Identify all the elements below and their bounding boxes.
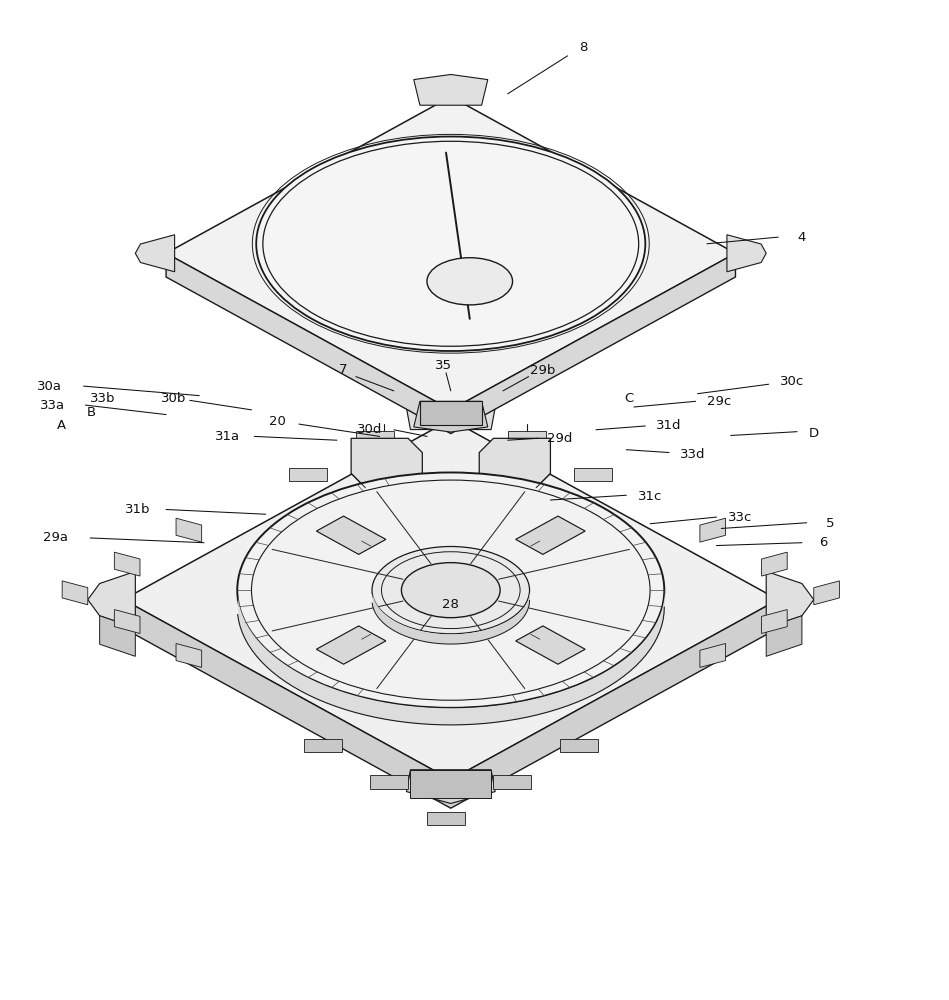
Text: 6: 6: [820, 536, 828, 549]
Polygon shape: [414, 401, 488, 432]
Polygon shape: [166, 97, 735, 410]
Text: 30d: 30d: [358, 423, 382, 436]
Polygon shape: [699, 643, 725, 667]
Polygon shape: [813, 581, 839, 605]
Polygon shape: [177, 518, 201, 542]
Polygon shape: [289, 468, 327, 481]
Text: B: B: [86, 406, 96, 419]
Polygon shape: [419, 401, 481, 425]
Polygon shape: [351, 438, 422, 488]
Polygon shape: [766, 616, 802, 656]
Polygon shape: [115, 610, 140, 633]
Ellipse shape: [372, 547, 530, 634]
Text: 31d: 31d: [657, 419, 681, 432]
Polygon shape: [100, 616, 136, 656]
Text: 20: 20: [269, 415, 286, 428]
Polygon shape: [88, 571, 136, 628]
Text: 30a: 30a: [37, 380, 62, 393]
Polygon shape: [316, 626, 386, 664]
Text: 33c: 33c: [728, 511, 753, 524]
Polygon shape: [115, 552, 140, 576]
Text: 33a: 33a: [40, 399, 65, 412]
Text: 30b: 30b: [161, 392, 186, 405]
Polygon shape: [574, 468, 612, 481]
Text: 30c: 30c: [780, 375, 805, 388]
Text: 29c: 29c: [707, 395, 732, 408]
Ellipse shape: [256, 137, 645, 351]
Ellipse shape: [237, 472, 664, 708]
Text: 28: 28: [442, 598, 459, 611]
Text: 4: 4: [798, 231, 806, 244]
Polygon shape: [515, 516, 586, 554]
Text: C: C: [624, 392, 634, 405]
Polygon shape: [414, 74, 488, 105]
Polygon shape: [699, 518, 725, 542]
Polygon shape: [560, 739, 598, 752]
Polygon shape: [123, 420, 778, 780]
Polygon shape: [479, 438, 550, 488]
Polygon shape: [370, 775, 408, 789]
Polygon shape: [508, 431, 546, 445]
Text: 33d: 33d: [680, 448, 705, 461]
Polygon shape: [136, 235, 175, 272]
Ellipse shape: [401, 563, 500, 618]
Polygon shape: [761, 610, 787, 633]
Polygon shape: [432, 395, 470, 408]
Text: 35: 35: [435, 359, 452, 372]
Polygon shape: [123, 600, 778, 808]
Polygon shape: [727, 235, 766, 272]
Text: 7: 7: [340, 363, 347, 376]
Polygon shape: [166, 253, 735, 434]
Text: 33b: 33b: [90, 392, 115, 405]
Polygon shape: [177, 643, 201, 667]
Polygon shape: [406, 396, 495, 430]
Polygon shape: [406, 770, 495, 803]
Text: D: D: [809, 427, 819, 440]
Text: 31a: 31a: [215, 430, 240, 443]
Polygon shape: [304, 739, 342, 752]
Ellipse shape: [427, 258, 512, 305]
Text: 31b: 31b: [125, 503, 150, 516]
Polygon shape: [316, 516, 386, 554]
Polygon shape: [761, 552, 787, 576]
Polygon shape: [63, 581, 88, 605]
Text: 8: 8: [580, 41, 587, 54]
Text: 29d: 29d: [548, 432, 572, 445]
Polygon shape: [356, 431, 394, 445]
Text: 29a: 29a: [43, 531, 67, 544]
Polygon shape: [427, 812, 465, 825]
Text: A: A: [57, 419, 66, 432]
Polygon shape: [493, 775, 531, 789]
Text: 5: 5: [827, 517, 834, 530]
Polygon shape: [515, 626, 586, 664]
Text: 31c: 31c: [638, 490, 662, 503]
Polygon shape: [410, 770, 492, 798]
Text: 29b: 29b: [530, 364, 555, 377]
Polygon shape: [766, 571, 813, 628]
